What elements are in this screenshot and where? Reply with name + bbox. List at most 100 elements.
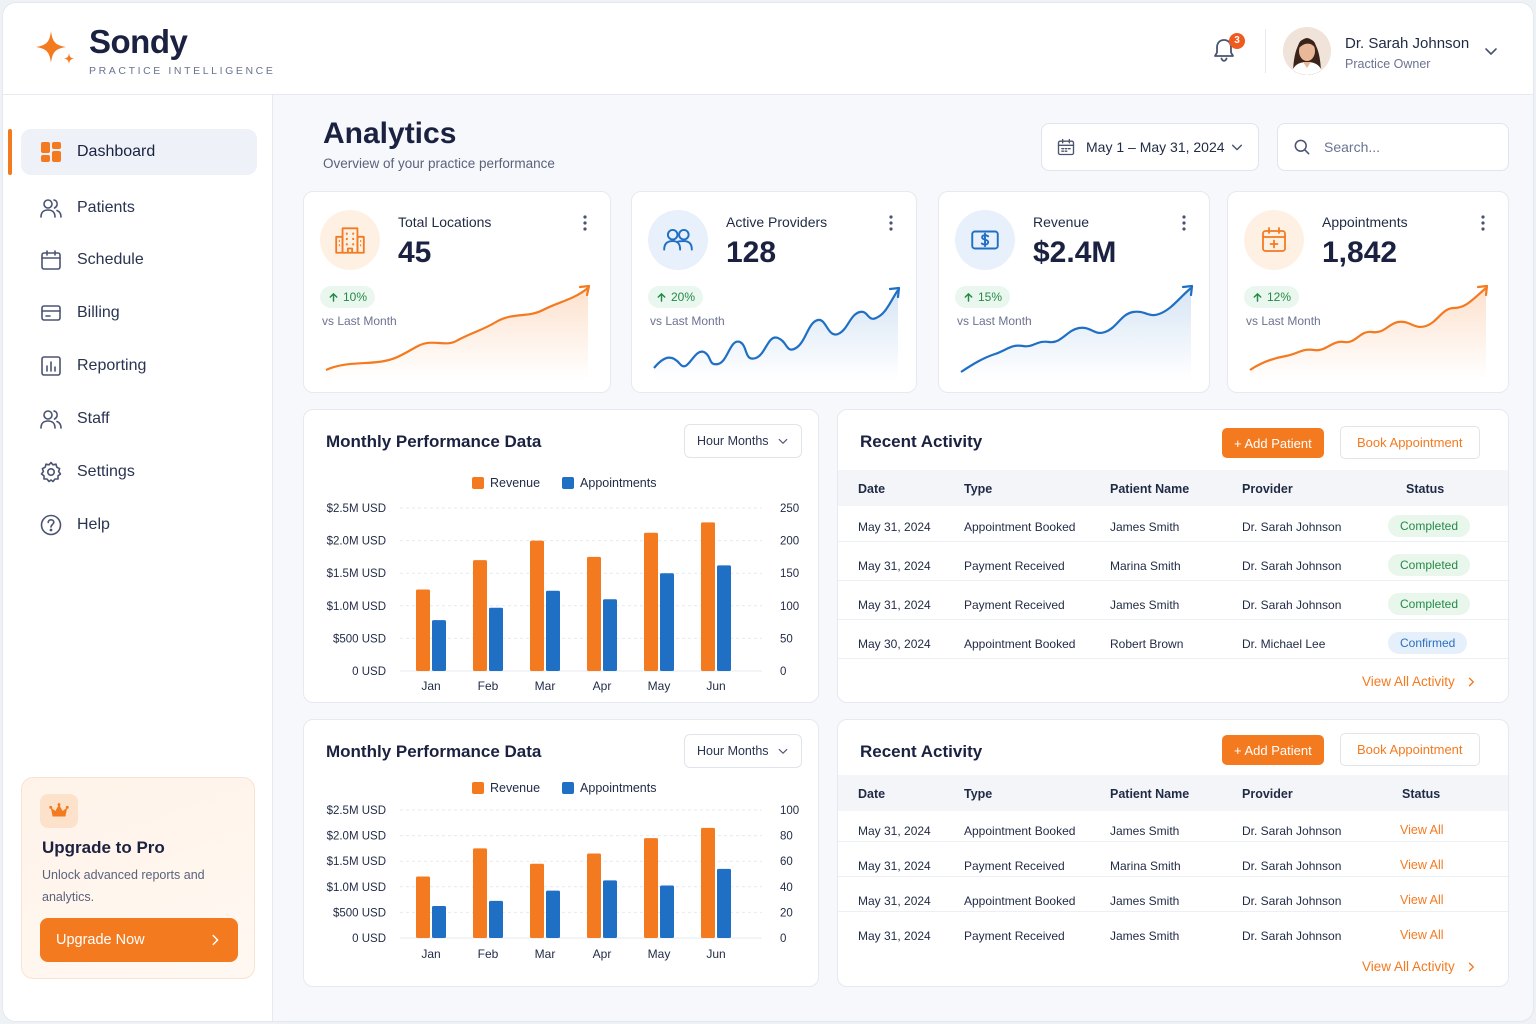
cell-type: Payment Received bbox=[964, 598, 1065, 612]
row-divider bbox=[838, 876, 1508, 877]
upgrade-card: Upgrade to Pro Unlock advanced reports a… bbox=[21, 777, 255, 979]
stat-card-active-providers: Active Providers 128 20% vs Last Month bbox=[631, 191, 917, 393]
more-options-icon[interactable] bbox=[576, 214, 594, 232]
sidebar-item-reporting[interactable]: Reporting bbox=[21, 343, 257, 389]
view-all-link[interactable]: View All bbox=[1400, 928, 1444, 942]
billing-icon bbox=[41, 305, 61, 321]
y-left-tick-label: $1.0M USD bbox=[327, 882, 386, 894]
users-icon bbox=[648, 210, 708, 270]
chart-legend: Revenue Appointments bbox=[472, 476, 678, 490]
sidebar-item-schedule[interactable]: Schedule bbox=[21, 237, 257, 283]
row-divider bbox=[838, 619, 1508, 620]
view-all-activity-label: View All Activity bbox=[1362, 959, 1455, 974]
bar-appointments-mar bbox=[546, 890, 560, 938]
top-header: Sondy PRACTICE INTELLIGENCE 3 Dr. Sarah … bbox=[3, 3, 1533, 95]
arrow-up-icon bbox=[964, 292, 973, 302]
bar-appointments-jun bbox=[717, 565, 731, 671]
sidebar-item-label: Dashboard bbox=[77, 143, 156, 160]
bar-revenue-jan bbox=[416, 876, 430, 938]
stat-card-revenue: Revenue $2.4M 15% vs Last Month bbox=[938, 191, 1210, 393]
sidebar-item-patients[interactable]: Patients bbox=[21, 185, 257, 231]
y-right-tick-label: 0 bbox=[780, 666, 786, 678]
chevron-right-icon bbox=[1468, 962, 1474, 971]
calendar-plus-icon bbox=[1244, 210, 1304, 270]
book-appointment-button[interactable]: Book Appointment bbox=[1340, 733, 1480, 766]
bar-appointments-apr bbox=[603, 880, 617, 938]
sparkle-logo-icon bbox=[36, 31, 74, 64]
stat-delta-badge: 12% bbox=[1244, 286, 1300, 308]
stat-label: Revenue bbox=[1033, 214, 1090, 230]
add-patient-button[interactable]: + Add Patient bbox=[1222, 735, 1324, 765]
stat-value: 45 bbox=[398, 236, 432, 269]
period-select-value: Hour Months bbox=[697, 744, 769, 758]
y-right-tick-label: 250 bbox=[780, 503, 799, 515]
logo[interactable]: Sondy PRACTICE INTELLIGENCE bbox=[31, 23, 275, 77]
active-nav-indicator bbox=[8, 129, 12, 175]
x-tick-label: Apr bbox=[593, 679, 612, 693]
view-all-link[interactable]: View All bbox=[1400, 893, 1444, 907]
y-left-tick-label: $2.0M USD bbox=[327, 831, 386, 843]
chart-panel-1: Monthly Performance Data Hour Months Rev… bbox=[303, 409, 819, 703]
sidebar-item-label: Settings bbox=[77, 463, 135, 480]
sidebar-item-label: Reporting bbox=[77, 357, 147, 374]
column-header-status: Status bbox=[1402, 787, 1441, 801]
y-left-tick-label: 0 USD bbox=[352, 933, 386, 945]
bar-revenue-may bbox=[644, 532, 658, 671]
sidebar-item-staff[interactable]: Staff bbox=[21, 396, 257, 442]
sidebar: Dashboard Patients Schedule Billing bbox=[3, 95, 273, 1021]
bar-appointments-may bbox=[660, 573, 674, 671]
more-options-icon[interactable] bbox=[1474, 214, 1492, 232]
sidebar-item-dashboard[interactable]: Dashboard bbox=[21, 129, 257, 175]
sidebar-item-billing[interactable]: Billing bbox=[21, 290, 257, 336]
stat-label: Total Locations bbox=[398, 214, 492, 230]
stat-delta-value: 15% bbox=[978, 290, 1003, 304]
search-input[interactable] bbox=[1324, 139, 1494, 155]
sidebar-item-help[interactable]: Help bbox=[21, 502, 257, 548]
add-patient-button[interactable]: + Add Patient bbox=[1222, 428, 1324, 458]
view-all-link[interactable]: View All bbox=[1400, 858, 1444, 872]
column-header-provider: Provider bbox=[1242, 787, 1293, 801]
period-select[interactable]: Hour Months bbox=[684, 734, 802, 768]
cell-provider: Dr. Sarah Johnson bbox=[1242, 824, 1342, 838]
x-tick-label: Apr bbox=[593, 947, 612, 961]
legend-label: Appointments bbox=[580, 476, 657, 490]
cell-provider: Dr. Sarah Johnson bbox=[1242, 894, 1342, 908]
legend-item-revenue: Revenue bbox=[472, 476, 540, 490]
user-name[interactable]: Dr. Sarah Johnson bbox=[1345, 35, 1470, 52]
book-appointment-button[interactable]: Book Appointment bbox=[1340, 426, 1480, 459]
cell-patient-name: James Smith bbox=[1110, 929, 1180, 943]
column-header-date: Date bbox=[858, 482, 886, 496]
sidebar-item-label: Staff bbox=[77, 410, 110, 427]
sidebar-item-label: Help bbox=[77, 516, 110, 533]
chart-panel-title: Monthly Performance Data bbox=[326, 432, 542, 451]
bar-revenue-jun bbox=[701, 827, 715, 938]
row-divider bbox=[838, 658, 1508, 659]
avatar[interactable] bbox=[1283, 27, 1331, 75]
stat-value: 1,842 bbox=[1322, 236, 1398, 269]
stat-delta-badge: 15% bbox=[955, 286, 1011, 308]
upgrade-now-button[interactable]: Upgrade Now bbox=[40, 918, 238, 962]
cell-provider: Dr. Sarah Johnson bbox=[1242, 598, 1342, 612]
cell-type: Payment Received bbox=[964, 859, 1065, 873]
bar-revenue-apr bbox=[587, 853, 601, 938]
date-range-picker[interactable]: May 1 – May 31, 2024 bbox=[1041, 123, 1259, 171]
view-all-link[interactable]: View All bbox=[1400, 823, 1444, 837]
period-select-value: Hour Months bbox=[697, 434, 769, 448]
bell-icon[interactable] bbox=[1209, 35, 1239, 65]
recent-activity-panel-1: Recent Activity + Add Patient Book Appoi… bbox=[837, 409, 1509, 703]
chevron-down-icon[interactable] bbox=[1483, 43, 1499, 59]
view-all-activity-link[interactable]: View All Activity bbox=[1362, 674, 1477, 689]
more-options-icon[interactable] bbox=[882, 214, 900, 232]
stat-delta-value: 12% bbox=[1267, 290, 1292, 304]
row-divider bbox=[838, 580, 1508, 581]
more-options-icon[interactable] bbox=[1175, 214, 1193, 232]
header-divider bbox=[1265, 29, 1266, 73]
sidebar-item-settings[interactable]: Settings bbox=[21, 449, 257, 495]
period-select[interactable]: Hour Months bbox=[684, 424, 802, 458]
cell-date: May 31, 2024 bbox=[858, 824, 931, 838]
calendar-icon bbox=[41, 250, 61, 270]
view-all-activity-link[interactable]: View All Activity bbox=[1362, 959, 1477, 974]
legend-item-revenue: Revenue bbox=[472, 781, 540, 795]
y-left-tick-label: $2.0M USD bbox=[327, 536, 386, 548]
bar-revenue-jun bbox=[701, 522, 715, 671]
